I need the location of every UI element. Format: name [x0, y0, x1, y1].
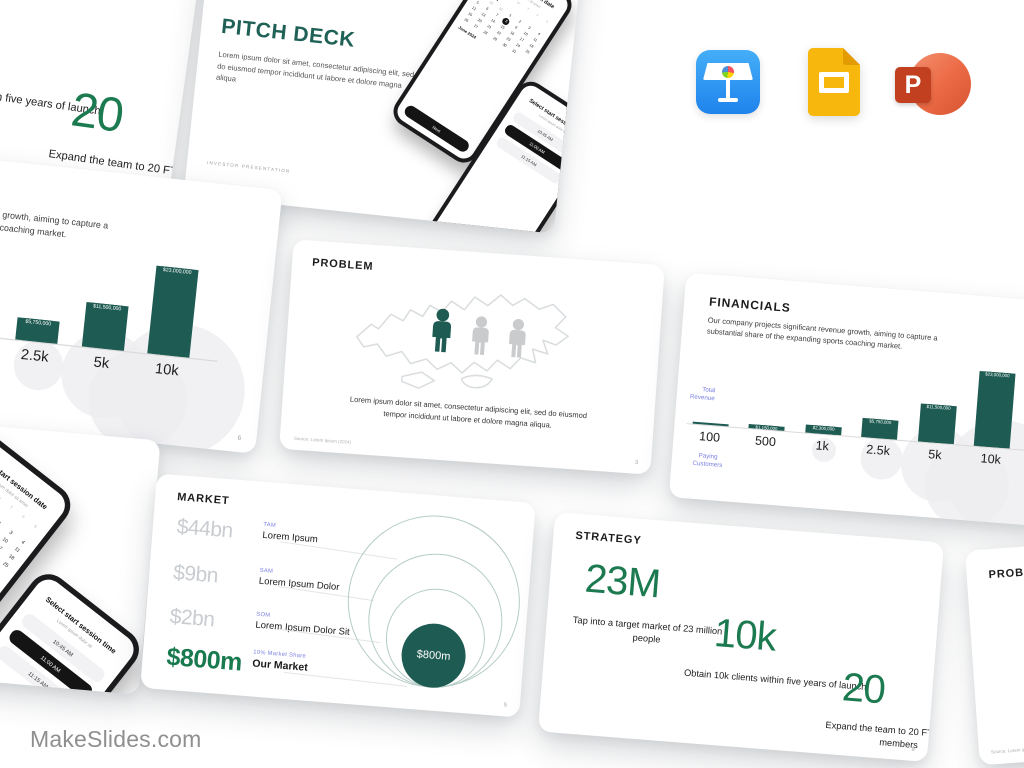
slide-thumb-strategy[interactable]: STRATEGY 23M Tap into a target market of… — [537, 512, 945, 762]
source-note: Source: Lorem Ipsum (2024) — [293, 435, 352, 445]
stat-number: 10k — [712, 610, 778, 660]
x-tick-label: 100 — [698, 429, 721, 445]
bar-5k: $11,500,000 — [917, 403, 957, 445]
page-number: 8 — [911, 746, 915, 753]
slide-body: Lorem ipsum dolor sit amet, consectetur … — [215, 49, 415, 90]
slide-thumb-problem[interactable]: PROBLEM Lorem ipsum dolor sit amet, cons… — [279, 239, 665, 475]
slides-frame-shape — [819, 72, 849, 93]
source-note: Source: Lorem Ipsum (2024) — [990, 745, 1024, 755]
stat-caption: Obtain 10k clients within five years of … — [683, 667, 867, 692]
keynote-icon[interactable] — [696, 50, 760, 114]
stat-caption: Tap into a target market of 23 million p… — [572, 614, 723, 646]
next-button: Next — [402, 103, 472, 154]
stat-number: 20 — [840, 665, 887, 713]
market-value: $44bn — [176, 515, 234, 543]
bar-2-5k: $5,750,000 — [15, 317, 60, 344]
market-size-circles: $800m — [308, 505, 535, 717]
slide-thumb-financials-partial[interactable]: FINANCIALS Our company projects signific… — [0, 141, 283, 454]
people-icons-group — [422, 307, 535, 365]
slide-title: PROBLEM — [311, 256, 374, 273]
revenue-bar-chart: $230,000 $1,150,000 $2,300,000 $5,750,00… — [675, 273, 1024, 529]
brand-wordmark: MakeSlides.com — [30, 726, 202, 752]
page-number: 6 — [237, 434, 242, 443]
market-value: $9bn — [172, 561, 219, 588]
page-number: 3 — [634, 459, 639, 466]
keynote-stand-shape — [726, 80, 730, 99]
bar-2-5k: $5,750,000 — [861, 417, 899, 440]
slide-title: MARKET — [176, 491, 230, 508]
stat-number: 23M — [583, 556, 662, 607]
time-slot-list: 10:45 AM 11:00 AM 11:15 AM — [492, 109, 581, 187]
slide-title: STRATEGY — [574, 529, 642, 547]
market-row-our-market: $800m 10% Market Share Our Market — [165, 642, 309, 683]
bar-500: $1,150,000 — [748, 424, 785, 431]
person-icon — [500, 317, 535, 364]
keynote-pie-chart-shape — [722, 66, 734, 78]
bar-10k: $23,000,000 — [973, 370, 1016, 449]
x-tick-label: 1k — [815, 438, 830, 454]
google-slides-icon[interactable] — [808, 48, 860, 116]
slide-title: PROBLEM — [988, 564, 1024, 582]
slides-fold-shape — [843, 48, 860, 65]
person-icon — [422, 307, 461, 359]
stat-caption: Expand the team to 20 FTEs & Staff membe… — [825, 719, 944, 751]
market-value: $2bn — [168, 604, 216, 632]
slide-thumb-market[interactable]: MARKET $44bn TAM Lorem Ipsum $9bn SAM Lo… — [140, 473, 536, 718]
x-axis-label: Paying Customers — [692, 452, 723, 470]
stat-number: 20 — [68, 83, 126, 143]
keynote-base-shape — [718, 98, 738, 102]
x-tick-label: 2.5k — [20, 346, 50, 366]
slide-thumb-problem-partial[interactable]: PROBLEM Source: Lorem Ipsum (2024) — [964, 527, 1024, 766]
y-axis-label: Total Revenue — [689, 386, 716, 403]
slide-thumb-financials[interactable]: FINANCIALS Our company projects signific… — [668, 272, 1024, 529]
bar-5k: $11,500,000 — [81, 302, 129, 351]
powerpoint-icon[interactable]: P — [895, 52, 971, 116]
slide-title: PITCH DECK — [220, 14, 357, 52]
market-name: Our Market — [251, 657, 309, 674]
slide-thumb-phones-partial[interactable]: Select start session date Lorem ipsum do… — [0, 416, 161, 695]
phone-mockup-time-picker: Select start session time Lorem ipsum do… — [0, 566, 148, 695]
map-outline — [356, 294, 569, 389]
market-value: $800m — [165, 642, 243, 677]
person-icon — [463, 314, 498, 361]
page-number: 5 — [503, 702, 508, 709]
powerpoint-letter-badge: P — [895, 67, 931, 103]
x-tick-label: 2.5k — [865, 442, 891, 459]
market-row-tam: $44bn TAM Lorem Ipsum — [176, 515, 319, 550]
slide-footer: INVESTOR PRESENTATION — [206, 160, 291, 174]
x-tick-label: 500 — [754, 433, 777, 450]
